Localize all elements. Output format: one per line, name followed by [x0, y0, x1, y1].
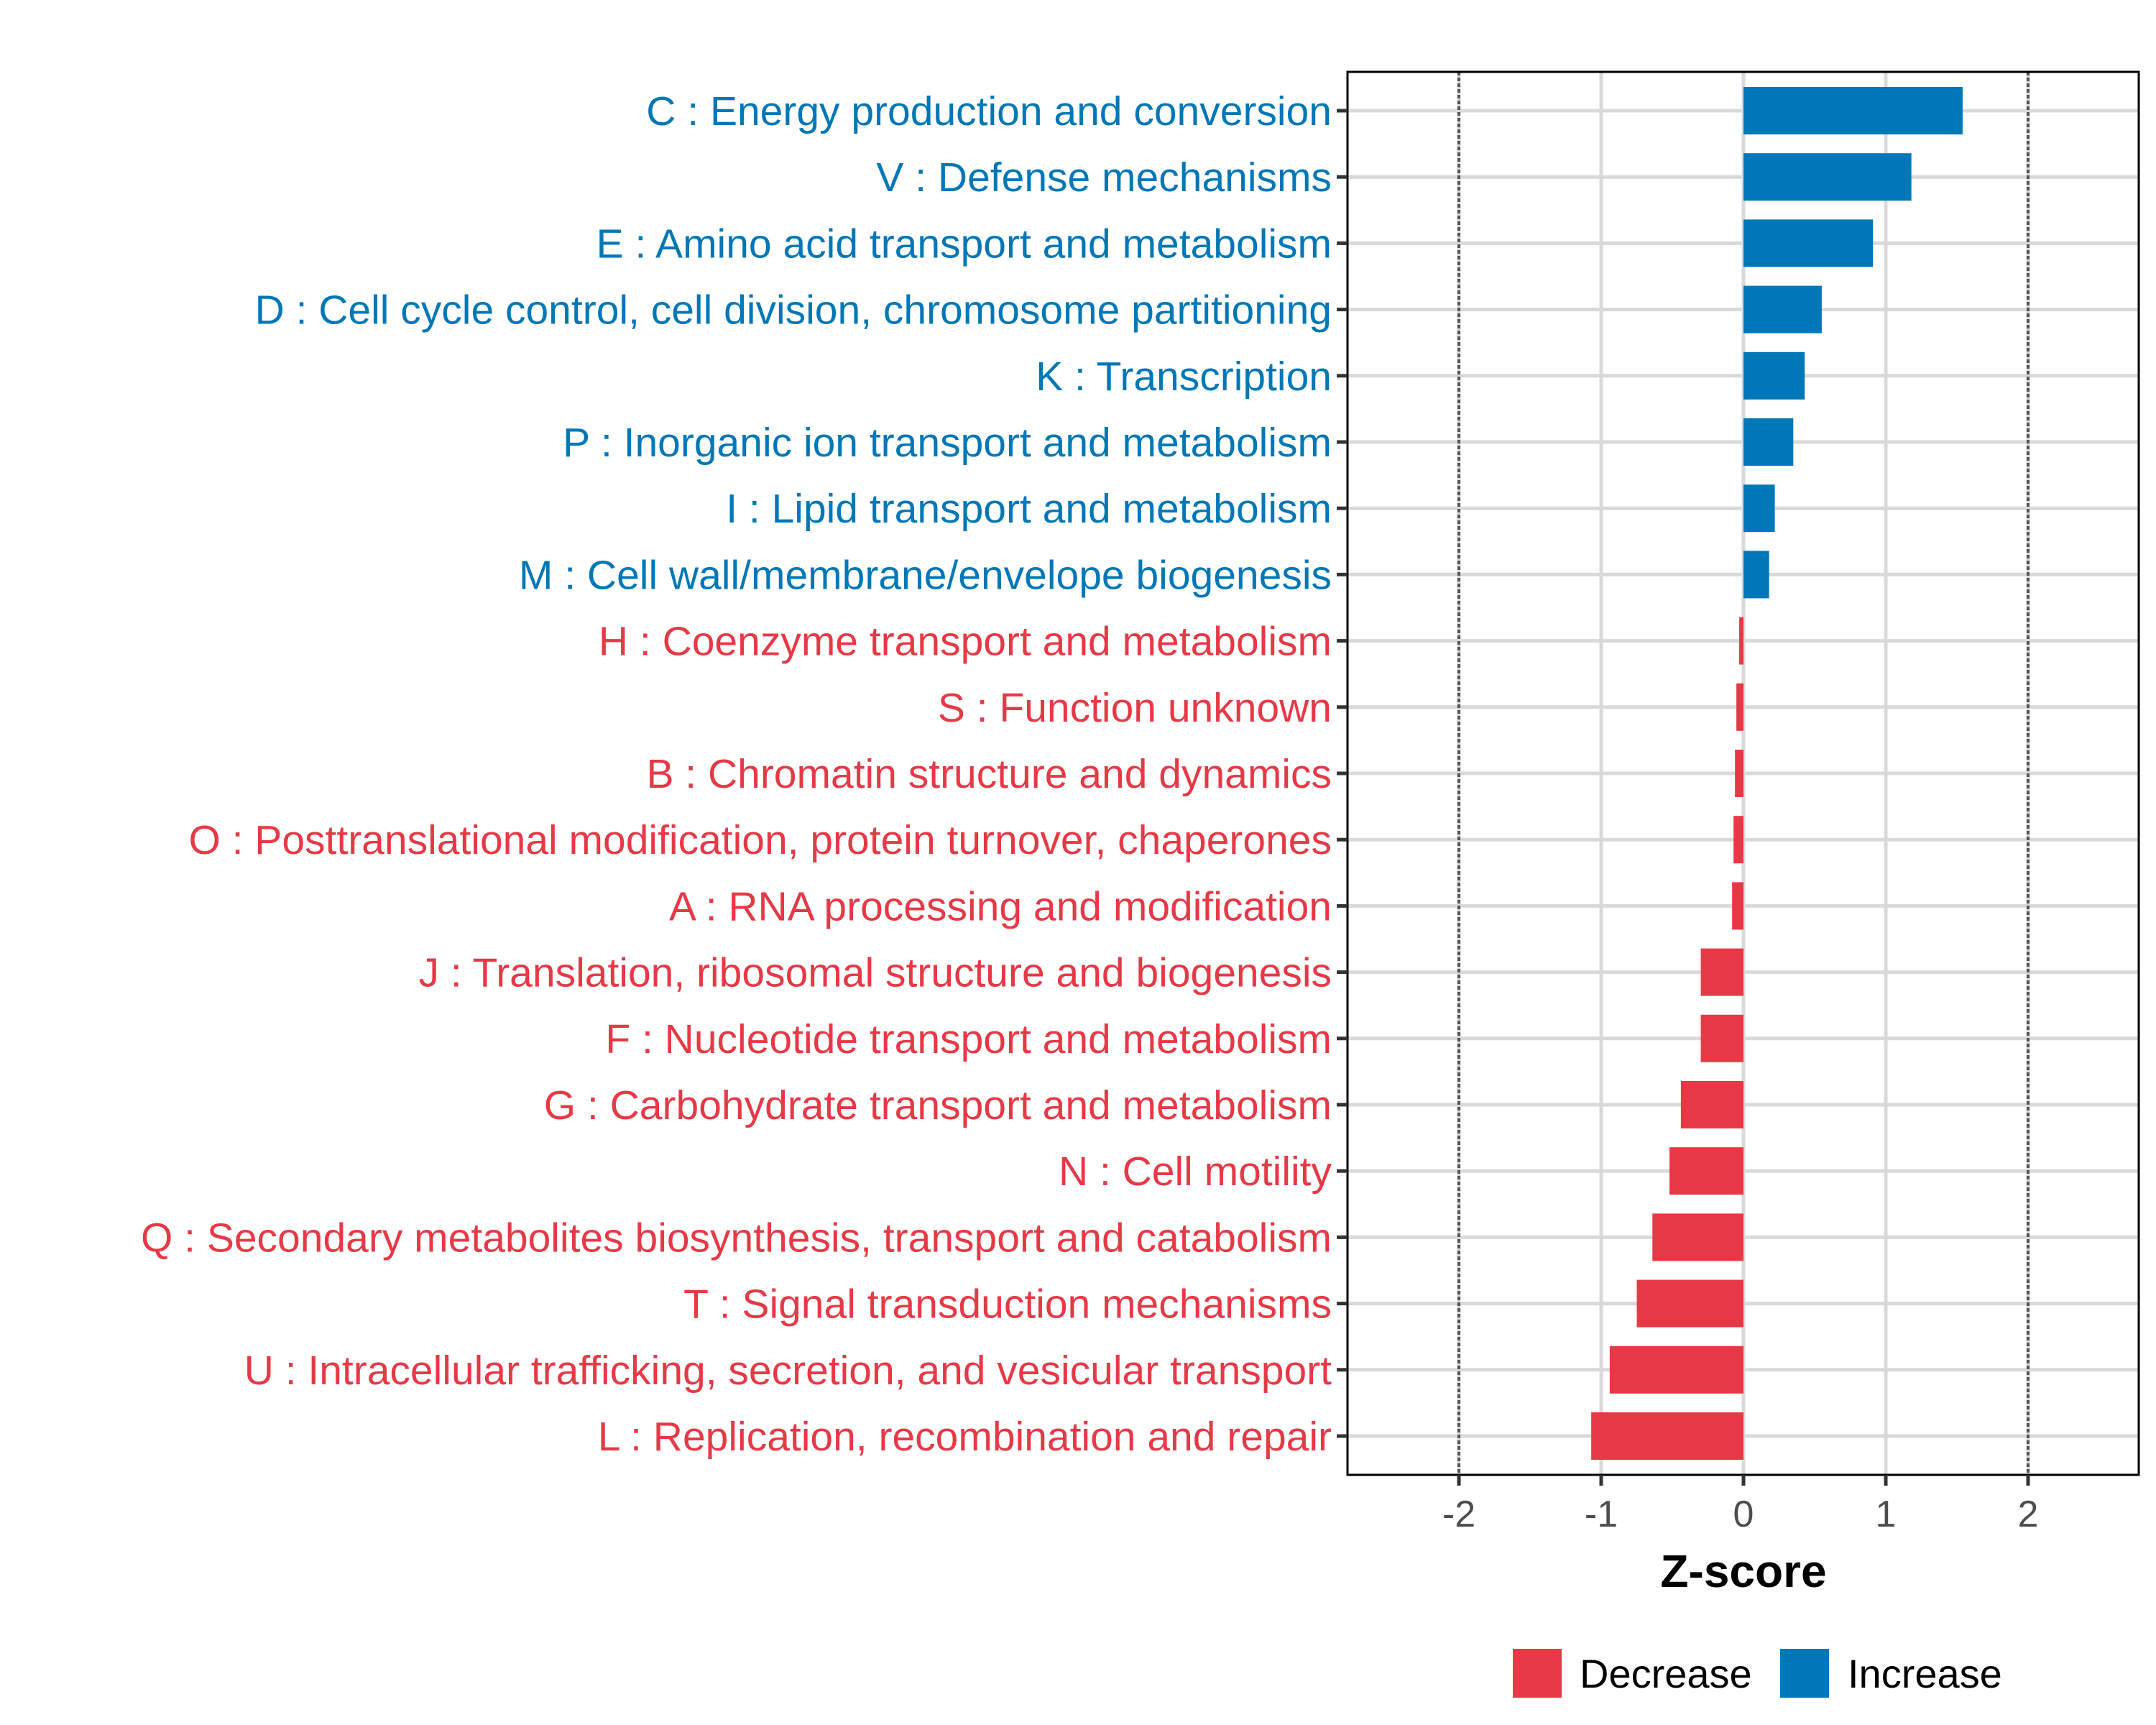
category-label: N : Cell motility: [1059, 1149, 1332, 1195]
category-label: U : Intracellular trafficking, secretion…: [244, 1348, 1332, 1394]
bar: [1669, 1147, 1743, 1195]
legend-label-increase: Increase: [1848, 1651, 2002, 1696]
bar: [1736, 683, 1743, 731]
x-axis-title: Z-score: [1660, 1545, 1826, 1597]
bar: [1609, 1346, 1743, 1394]
bar: [1743, 418, 1794, 466]
bar: [1743, 219, 1874, 267]
category-label: V : Defense mechanisms: [876, 155, 1332, 201]
bar: [1700, 948, 1743, 996]
category-label: J : Translation, ribosomal structure and…: [419, 950, 1332, 996]
bar: [1591, 1412, 1743, 1460]
category-label: Q : Secondary metabolites biosynthesis, …: [141, 1215, 1332, 1261]
x-tick-label: -1: [1585, 1494, 1618, 1535]
x-tick-label: 0: [1733, 1494, 1754, 1535]
legend: Decrease Increase: [1513, 1649, 2002, 1698]
bar: [1743, 87, 1963, 134]
category-label: L : Replication, recombination and repai…: [598, 1414, 1332, 1460]
bar: [1636, 1279, 1743, 1328]
legend-swatch-decrease: [1513, 1649, 1562, 1698]
x-tick-label: 2: [2018, 1494, 2039, 1535]
category-label: T : Signal transduction mechanisms: [683, 1282, 1332, 1328]
category-label: B : Chromatin structure and dynamics: [646, 751, 1332, 797]
legend-swatch-increase: [1780, 1649, 1829, 1698]
bar: [1680, 1081, 1743, 1128]
category-label: P : Inorganic ion transport and metaboli…: [563, 420, 1332, 466]
x-tick-label: -2: [1442, 1494, 1475, 1535]
bar: [1743, 484, 1775, 533]
bar: [1743, 351, 1805, 400]
bars-layer: [1591, 87, 1963, 1460]
category-label: S : Function unknown: [938, 685, 1332, 731]
bar: [1743, 285, 1822, 334]
category-label: I : Lipid transport and metabolism: [726, 486, 1332, 532]
x-axis: -2 -1 0 1 2: [1442, 1475, 2039, 1535]
bar: [1735, 750, 1743, 797]
bar: [1733, 816, 1743, 864]
category-label: A : RNA processing and modification: [669, 883, 1332, 929]
y-axis: C : Energy production and conversion V : …: [141, 88, 1348, 1460]
category-label: O : Posttranslational modification, prot…: [188, 817, 1332, 863]
category-label: G : Carbohydrate transport and metabolis…: [544, 1082, 1332, 1128]
category-label: D : Cell cycle control, cell division, c…: [255, 288, 1332, 334]
bar: [1700, 1014, 1743, 1062]
bar: [1743, 153, 1912, 201]
bar: [1732, 882, 1743, 930]
category-label: E : Amino acid transport and metabolism: [596, 221, 1332, 267]
bar: [1743, 551, 1769, 599]
category-label: F : Nucleotide transport and metabolism: [605, 1016, 1332, 1062]
category-label: M : Cell wall/membrane/envelope biogenes…: [519, 552, 1332, 598]
bar: [1652, 1213, 1743, 1261]
category-label: C : Energy production and conversion: [646, 88, 1332, 134]
x-tick-label: 1: [1876, 1494, 1897, 1535]
reference-lines: [1457, 72, 2030, 1475]
legend-label-decrease: Decrease: [1580, 1651, 1752, 1696]
bar: [1739, 617, 1743, 665]
category-label: H : Coenzyme transport and metabolism: [599, 619, 1332, 665]
category-label: K : Transcription: [1036, 354, 1332, 400]
